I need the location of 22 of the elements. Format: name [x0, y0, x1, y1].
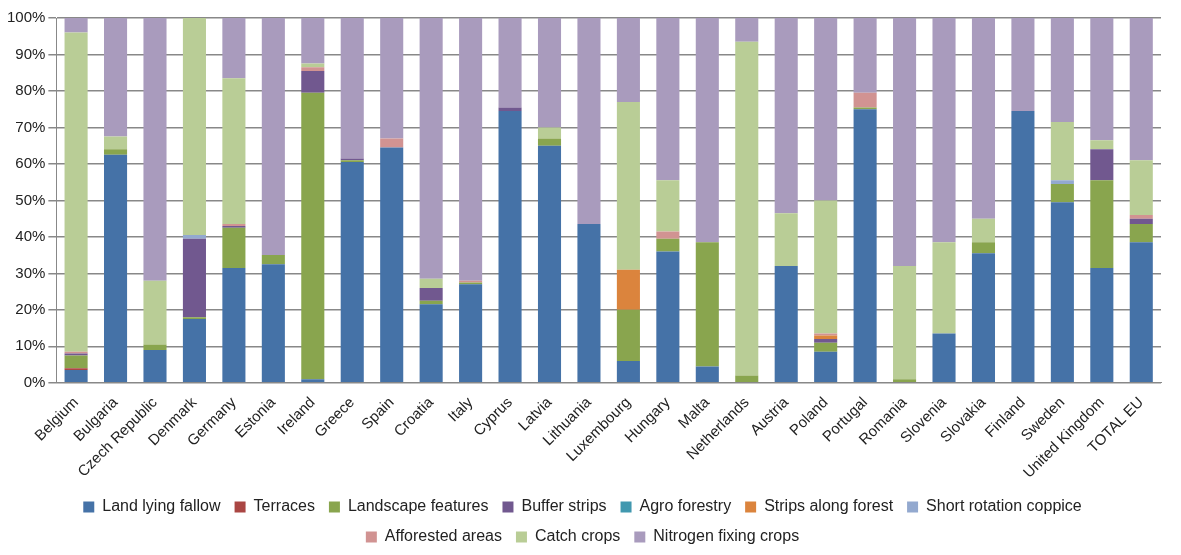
y-tick-label: 100%: [6, 8, 46, 26]
y-tick-label: 60%: [15, 154, 46, 172]
y-tick-label: 20%: [15, 299, 46, 317]
y-tick-label: 90%: [15, 44, 46, 62]
y-tick-label: 70%: [15, 117, 46, 135]
legend-label: Nitrogen fixing crops: [653, 527, 800, 545]
y-tick-label: 50%: [15, 190, 46, 208]
legend-label: Strips along forest: [764, 497, 894, 515]
x-tick-label: Italy: [444, 392, 476, 425]
legend-label: Terraces: [253, 497, 315, 515]
y-tick-label: 40%: [15, 227, 46, 245]
y-tick-label: 80%: [15, 81, 46, 99]
legend-label: Buffer strips: [521, 497, 607, 515]
y-tick-label: 0%: [23, 372, 46, 390]
legend-label: Short rotation coppice: [926, 497, 1082, 515]
y-tick-label: 30%: [15, 263, 46, 281]
y-tick-label: 10%: [15, 336, 46, 354]
legend-label: Catch crops: [534, 527, 621, 545]
legend-label: Agro forestry: [639, 497, 732, 515]
legend-label: Land lying fallow: [102, 497, 222, 515]
legend-label: Afforested areas: [384, 527, 502, 545]
legend-label: Landscape features: [347, 497, 489, 515]
